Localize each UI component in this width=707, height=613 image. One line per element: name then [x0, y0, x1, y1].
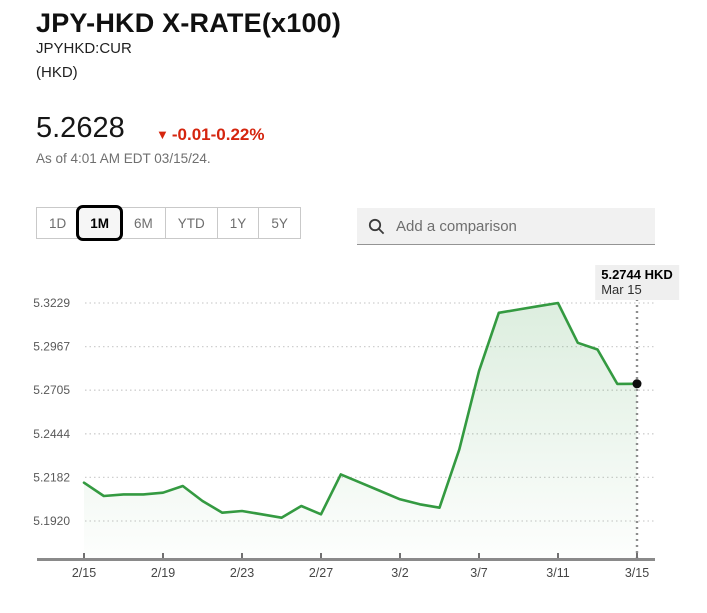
last-price-flag: 5.2744 HKD Mar 15 [595, 265, 679, 300]
y-tick-label: 5.2705 [33, 383, 70, 397]
down-arrow-icon: ▼ [156, 127, 169, 142]
page-title: JPY-HKD X-RATE(x100) [36, 8, 342, 38]
y-tick-label: 5.1920 [33, 514, 70, 528]
currency-label: (HKD) [36, 64, 78, 81]
last-price: 5.2628 [36, 112, 125, 144]
change-value: -0.01 [171, 125, 211, 144]
range-tab-6m[interactable]: 6M [121, 208, 165, 238]
search-icon [368, 218, 385, 234]
flag-price: 5.2744 HKD [601, 267, 673, 282]
price-line [82, 301, 639, 520]
chart-area[interactable]: 5.3229 5.2967 5.2705 5.2444 5.2182 5.1920 2/15… [0, 255, 707, 613]
x-tick-label: 3/2 [391, 566, 408, 580]
x-axis-tick [478, 553, 480, 558]
range-tab-ytd[interactable]: YTD [164, 208, 217, 238]
x-tick-label: 2/23 [230, 566, 254, 580]
x-axis-tick [399, 553, 401, 558]
as-of-timestamp: As of 4:01 AM EDT 03/15/24. [36, 151, 211, 166]
change-percent: -0.22% [210, 125, 265, 144]
x-tick-label: 3/15 [625, 566, 649, 580]
x-tick-label: 3/7 [470, 566, 487, 580]
x-tick-label: 2/15 [72, 566, 96, 580]
range-tab-1m[interactable]: 1M [76, 205, 124, 241]
range-tab-1y[interactable]: 1Y [216, 208, 259, 238]
x-axis-tick [557, 553, 559, 558]
x-axis-tick [162, 553, 164, 558]
x-axis-line [37, 558, 655, 561]
ticker-symbol: JPYHKD:CUR [36, 40, 132, 57]
x-axis-tick [83, 553, 85, 558]
flag-date: Mar 15 [601, 282, 642, 297]
last-price-dot [632, 379, 642, 389]
y-tick-label: 5.2444 [33, 427, 70, 441]
price-chart[interactable]: 5.3229 5.2967 5.2705 5.2444 5.2182 5.1920 2/15… [0, 255, 707, 613]
x-axis-tick [320, 553, 322, 558]
range-tab-1d[interactable]: 1D [37, 208, 79, 238]
x-tick-label: 3/11 [546, 566, 569, 580]
price-change: ▼ -0.01-0.22% [156, 125, 265, 145]
y-tick-label: 5.2967 [33, 340, 70, 354]
x-axis-tick [636, 553, 638, 558]
x-tick-label: 2/19 [151, 566, 175, 580]
y-tick-label: 5.3229 [33, 296, 70, 310]
range-selector: 1D 1M 6M YTD 1Y 5Y [36, 205, 301, 241]
comparison-input[interactable] [394, 216, 644, 236]
x-tick-label: 2/27 [309, 566, 333, 580]
range-tab-5y[interactable]: 5Y [258, 208, 300, 238]
y-tick-label: 5.2182 [33, 470, 70, 484]
x-axis-tick [241, 553, 243, 558]
comparison-search[interactable] [357, 208, 655, 245]
area-fill [84, 303, 637, 558]
